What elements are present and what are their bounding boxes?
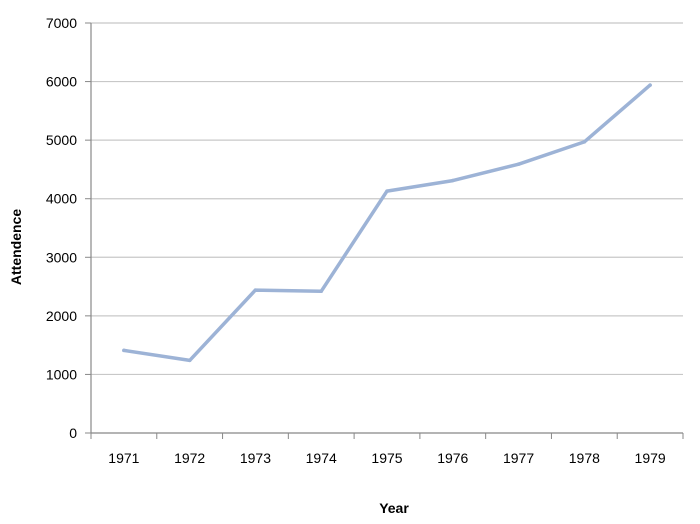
x-tick-label: 1978 [569,450,600,466]
x-tick-label: 1972 [174,450,205,466]
data-point-1973 [253,288,258,292]
x-tick-label: 1977 [503,450,534,466]
data-point-1977 [516,162,521,166]
y-tick-label: 7000 [46,15,77,31]
x-tick-label: 1974 [306,450,337,466]
y-tick-label: 1000 [46,366,77,382]
y-tick-label: 4000 [46,191,77,207]
gridlines [91,22,683,376]
data-point-1975 [385,189,389,193]
x-tick-label: 1976 [437,450,468,466]
data-point-1971 [122,348,126,353]
data-point-1976 [451,178,455,183]
data-point-1979 [648,83,652,87]
x-tick-label: 1975 [371,450,402,466]
data-point-1974 [319,289,323,294]
y-tick-label: 2000 [46,308,77,324]
tick-labels: 0 1000 2000 3000 4000 5000 6000 7000 1971 1972 197… [46,15,666,466]
y-tick-label: 5000 [46,132,77,148]
data-point-1978 [582,140,587,144]
x-tick-label: 1971 [108,450,139,466]
x-tick-label: 1973 [240,450,271,466]
y-tick-label: 3000 [46,249,77,265]
series-layer [122,83,652,363]
axes [85,22,684,439]
x-axis-title: Year [379,500,409,516]
series-line-0 [122,83,652,363]
y-tick-label: 0 [69,425,77,441]
y-tick-label: 6000 [46,74,77,90]
x-tick-label: 1979 [635,450,666,466]
y-axis-title: Attendence [8,209,24,285]
data-point-1972 [187,358,192,363]
